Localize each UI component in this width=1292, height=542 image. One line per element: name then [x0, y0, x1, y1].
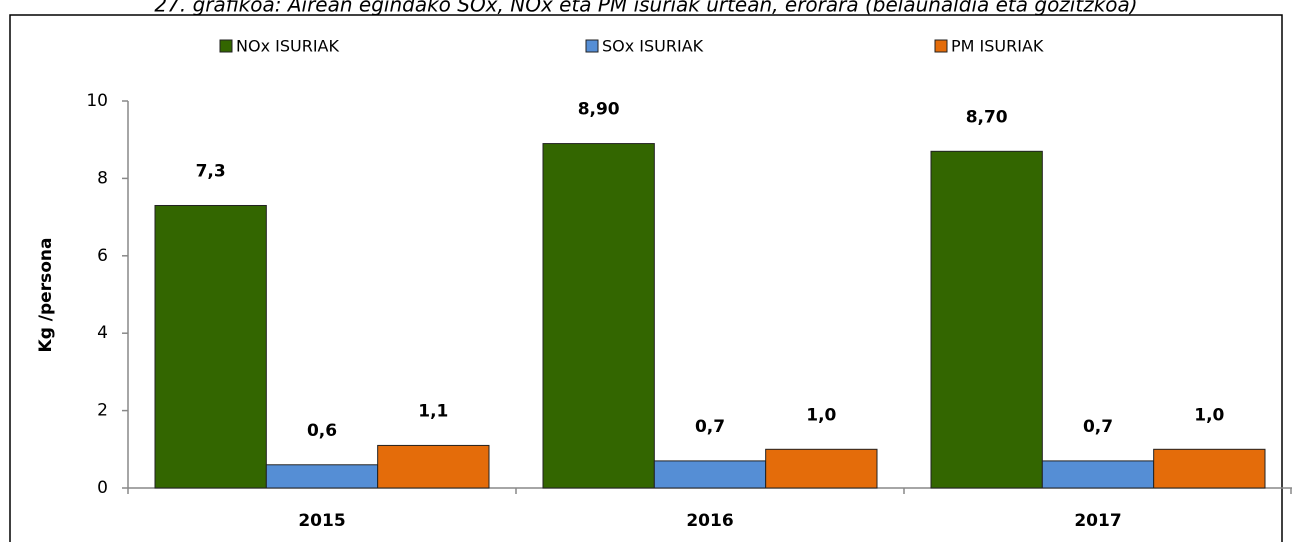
- y-tick-label: 10: [86, 91, 108, 111]
- value-label: 0,6: [307, 421, 337, 441]
- legend-swatch: [219, 39, 233, 53]
- chart-title: 27. grafikoa: Airean egindako SOx, NOx e…: [154, 0, 1137, 17]
- value-label: 7,3: [196, 161, 226, 181]
- bar: [1153, 448, 1266, 489]
- y-tick-label: 8: [97, 168, 108, 188]
- value-label: 1,0: [1194, 405, 1224, 425]
- y-tick-label: 2: [97, 401, 108, 421]
- bar: [930, 150, 1043, 489]
- bar: [265, 464, 379, 489]
- y-tick-label: 6: [97, 246, 108, 266]
- value-label: 1,1: [418, 401, 448, 421]
- value-label: 8,90: [578, 100, 620, 120]
- legend-label: SOx ISURIAK: [602, 37, 704, 56]
- y-tick-label: 0: [97, 478, 108, 498]
- value-label: 0,7: [1083, 417, 1113, 437]
- bar: [1041, 460, 1155, 489]
- value-label: 1,0: [806, 405, 836, 425]
- legend-label: PM ISURIAK: [951, 37, 1044, 56]
- x-tick-label: 2017: [1074, 511, 1121, 531]
- x-tick-label: 2016: [686, 511, 733, 531]
- legend-swatch: [585, 39, 599, 53]
- legend-label: NOx ISURIAK: [236, 37, 339, 56]
- value-label: 0,7: [695, 417, 725, 437]
- x-tick-label: 2015: [298, 511, 345, 531]
- bar: [653, 460, 767, 489]
- y-axis-title: Kg /persona: [36, 238, 56, 353]
- y-tick-label: 4: [97, 323, 108, 343]
- bar: [542, 143, 655, 489]
- legend-swatch: [934, 39, 948, 53]
- bar: [154, 204, 267, 489]
- value-label: 8,70: [966, 107, 1008, 127]
- bar: [377, 444, 490, 489]
- bar: [765, 448, 878, 489]
